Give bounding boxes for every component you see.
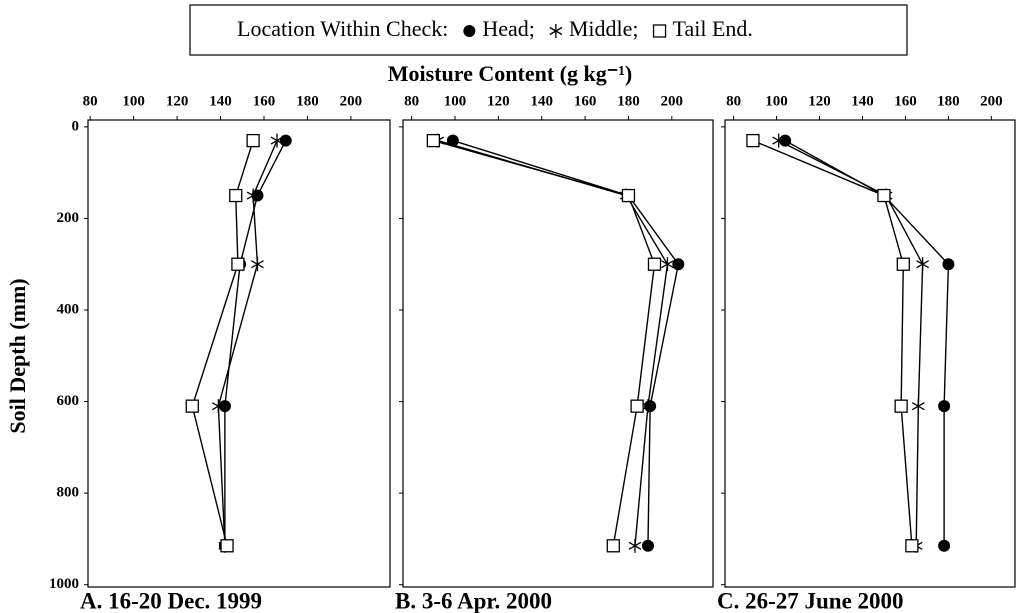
- x-tick-label: 80: [726, 93, 741, 109]
- data-point: [251, 189, 264, 202]
- asterisk-stroke: [911, 402, 925, 411]
- data-point: [896, 257, 910, 271]
- data-point: [942, 258, 955, 271]
- data-point: [606, 539, 620, 553]
- data-point: [746, 133, 760, 148]
- x-tick-label: 120: [166, 93, 189, 109]
- plot-frame: [402, 119, 714, 588]
- x-tick-label: 200: [661, 93, 684, 109]
- data-point: [426, 133, 440, 148]
- data-point: [220, 539, 234, 553]
- y-tick-label: 400: [57, 301, 80, 317]
- x-tick-label: 160: [253, 93, 276, 109]
- x-tick-label: 160: [574, 93, 597, 109]
- data-point: [229, 188, 243, 203]
- legend-marker: [549, 24, 563, 38]
- x-axis-label: Moisture Content (g kg⁻¹): [388, 61, 633, 86]
- x-tick-label: 200: [340, 93, 363, 109]
- asterisk-stroke: [246, 191, 260, 200]
- x-tick-label: 140: [209, 93, 232, 109]
- data-point: [246, 133, 260, 148]
- data-point: [672, 258, 685, 271]
- data-point: [647, 257, 662, 271]
- data-point: [185, 399, 199, 413]
- data-point: [661, 257, 674, 272]
- asterisk-stroke: [270, 136, 284, 145]
- x-tick-label: 120: [808, 93, 831, 109]
- x-tick-label: 180: [937, 93, 960, 109]
- x-tick-label: 100: [122, 93, 145, 109]
- legend-marker: [652, 24, 667, 38]
- x-tick-label: 140: [851, 93, 874, 109]
- x-tick-label: 180: [296, 93, 319, 109]
- x-tick-label: 180: [617, 93, 640, 109]
- data-point: [911, 399, 925, 414]
- data-point: [621, 188, 636, 203]
- data-point: [279, 134, 292, 147]
- legend-label: Tail End.: [673, 16, 753, 41]
- data-point: [246, 188, 260, 203]
- data-point: [218, 400, 231, 413]
- y-tick-label: 800: [57, 485, 80, 501]
- y-tick-label: 600: [57, 393, 80, 409]
- data-point: [772, 133, 786, 148]
- data-point: [877, 188, 891, 203]
- legend-box: [189, 4, 908, 56]
- asterisk-stroke: [628, 541, 642, 550]
- y-tick-label: 200: [57, 210, 80, 226]
- data-point: [938, 400, 951, 413]
- data-point: [779, 134, 792, 147]
- data-point: [644, 400, 657, 413]
- x-tick-label: 160: [894, 93, 917, 109]
- data-point: [905, 539, 919, 553]
- panel-title: C. 26-27 June 2000: [717, 588, 904, 613]
- legend-title: Location Within Check:: [237, 16, 448, 41]
- asterisk-stroke: [772, 136, 786, 145]
- data-point: [894, 399, 908, 413]
- legend-label: Head;: [482, 16, 535, 41]
- y-tick-label: 0: [72, 118, 80, 134]
- x-tick-label: 80: [83, 93, 98, 109]
- data-point: [446, 134, 459, 147]
- panel-title: B. 3-6 Apr. 2000: [395, 588, 552, 613]
- x-tick-label: 100: [444, 93, 467, 109]
- data-point: [916, 257, 930, 272]
- asterisk-stroke: [251, 260, 264, 269]
- asterisk-stroke: [549, 26, 563, 36]
- x-tick-label: 100: [765, 93, 788, 109]
- plot-frame: [724, 119, 1016, 588]
- data-point: [641, 539, 654, 552]
- asterisk-stroke: [641, 402, 655, 411]
- series-line: [784, 139, 950, 546]
- plot-frame: [87, 119, 391, 588]
- panel-title: A. 16-20 Dec. 1999: [80, 588, 262, 613]
- data-point: [270, 133, 284, 148]
- data-point: [630, 399, 644, 413]
- series-line: [778, 139, 924, 546]
- x-tick-label: 200: [980, 93, 1003, 109]
- asterisk-stroke: [661, 260, 674, 269]
- y-tick-label: 1000: [49, 576, 79, 592]
- y-axis-label: Soil Depth (mm): [5, 278, 30, 433]
- x-tick-label: 80: [404, 93, 419, 109]
- data-point: [628, 538, 642, 553]
- series-line: [433, 139, 656, 546]
- series-line: [217, 140, 278, 546]
- x-tick-label: 120: [487, 93, 510, 109]
- data-point: [641, 399, 655, 414]
- legend-marker: [463, 25, 476, 37]
- data-point: [211, 399, 225, 414]
- data-point: [251, 257, 264, 272]
- x-tick-label: 140: [530, 93, 553, 109]
- data-point: [938, 539, 951, 552]
- data-point: [231, 257, 245, 271]
- legend-label: Middle;: [569, 16, 639, 41]
- asterisk-stroke: [916, 260, 930, 269]
- asterisk-stroke: [211, 402, 225, 411]
